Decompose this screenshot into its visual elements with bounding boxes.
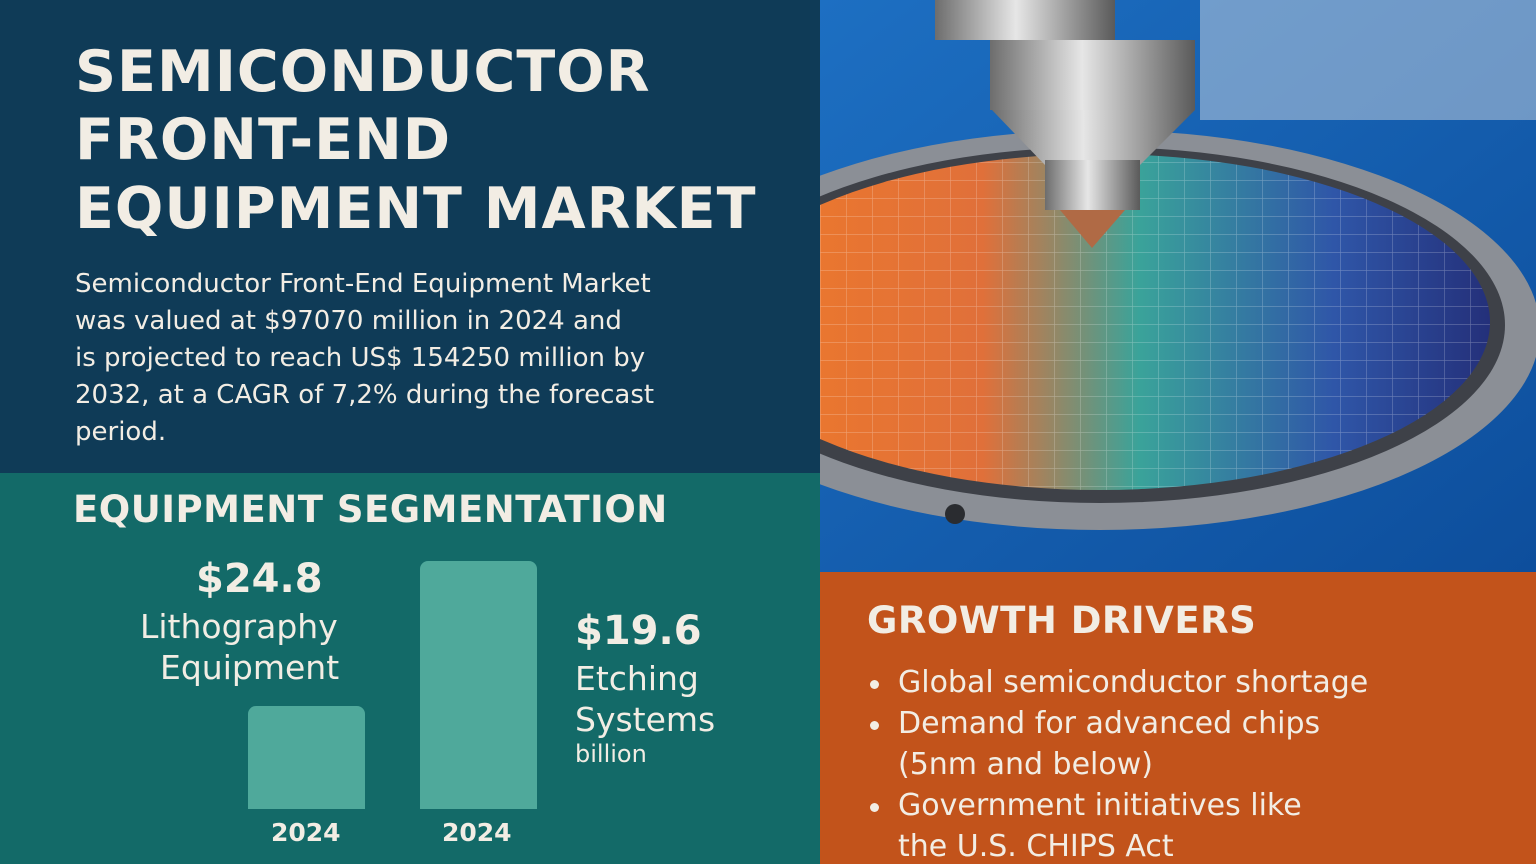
segment-value: $19.6 <box>575 608 702 654</box>
driver-line: Global semiconductor shortage <box>898 665 1369 700</box>
title-line: SEMICONDUCTOR <box>75 39 651 105</box>
driver-line: Demand for advanced chips <box>898 706 1321 741</box>
description-line: is projected to reach US$ 154250 million… <box>75 343 646 373</box>
segment-value: $24.8 <box>196 556 323 602</box>
year-label: 2024 <box>442 818 512 847</box>
description-line: 2032, at a CAGR of 7,2% during the forec… <box>75 380 655 410</box>
title-line: EQUIPMENT MARKET <box>75 176 757 242</box>
description-line: was valued at $97070 million in 2024 and <box>75 306 622 336</box>
bullet <box>870 680 879 689</box>
bar-shape <box>248 706 365 809</box>
segment-label: Systems <box>575 700 716 739</box>
year-label: 2024 <box>271 818 341 847</box>
driver-line: the U.S. CHIPS Act <box>898 829 1174 864</box>
segmentation-panel <box>0 473 820 864</box>
header-panel <box>0 0 820 473</box>
description-line: period. <box>75 417 167 447</box>
segment-label: Lithography <box>140 607 338 646</box>
segment-unit: billion <box>575 740 647 768</box>
growth-panel <box>820 572 1536 864</box>
driver-line: (5nm and below) <box>898 747 1153 782</box>
segment-label: Etching <box>575 659 699 698</box>
section-title: EQUIPMENT SEGMENTATION <box>73 488 668 531</box>
bar-shape <box>420 561 537 809</box>
title-line: FRONT-END <box>75 107 452 173</box>
bullet <box>870 803 879 812</box>
wafer-image <box>820 0 1536 572</box>
bullet <box>870 721 879 730</box>
description-line: Semiconductor Front-End Equipment Market <box>75 269 651 299</box>
segment-label: Equipment <box>160 648 340 687</box>
driver-line: Government initiatives like <box>898 788 1302 823</box>
section-title: GROWTH DRIVERS <box>867 599 1257 642</box>
